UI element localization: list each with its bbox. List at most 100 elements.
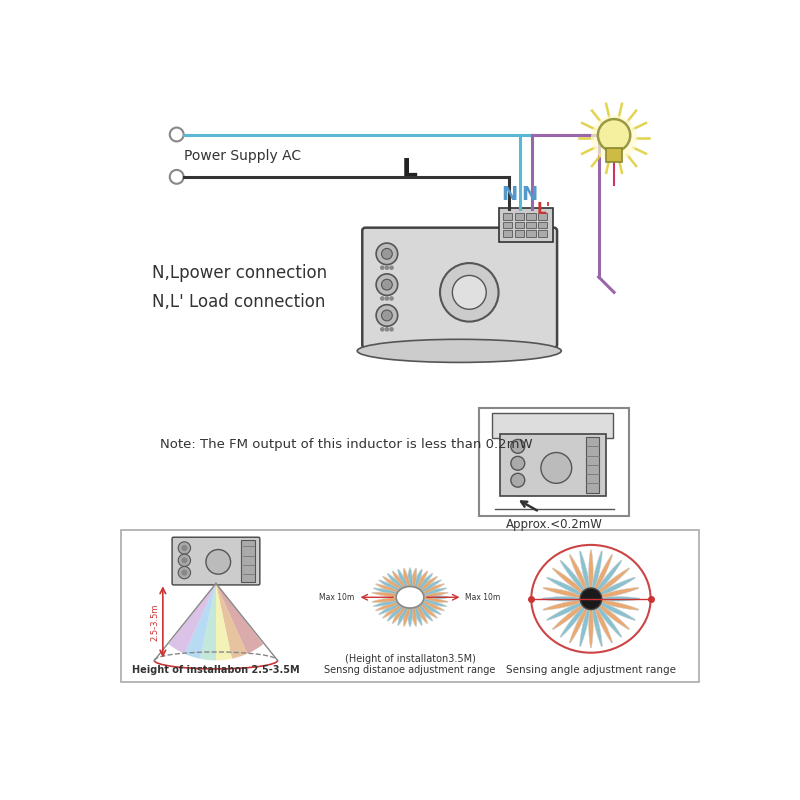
Polygon shape [591, 551, 602, 599]
Polygon shape [375, 598, 410, 611]
Bar [503, 230, 513, 237]
Circle shape [376, 243, 398, 265]
Polygon shape [579, 599, 591, 646]
Polygon shape [410, 568, 417, 598]
Polygon shape [591, 599, 613, 643]
Polygon shape [591, 577, 635, 599]
Circle shape [170, 127, 184, 142]
Polygon shape [589, 599, 594, 648]
Polygon shape [410, 588, 446, 598]
Polygon shape [374, 598, 410, 606]
Bar [514, 222, 524, 229]
Polygon shape [591, 554, 613, 599]
Circle shape [541, 453, 572, 483]
Circle shape [591, 115, 637, 162]
Polygon shape [378, 580, 410, 598]
Circle shape [382, 279, 392, 290]
Circle shape [580, 588, 602, 610]
Circle shape [452, 275, 486, 310]
FancyBboxPatch shape [500, 434, 606, 496]
Text: L: L [402, 157, 418, 181]
Polygon shape [591, 560, 622, 599]
Bar [514, 213, 524, 220]
Polygon shape [200, 583, 216, 661]
Bar [479, 408, 630, 516]
Polygon shape [552, 599, 591, 630]
Polygon shape [410, 592, 448, 598]
Polygon shape [387, 598, 410, 622]
Circle shape [511, 456, 525, 470]
Circle shape [380, 327, 385, 332]
Text: Sensng distanoe adjustment range: Sensng distanoe adjustment range [324, 665, 496, 674]
Polygon shape [542, 597, 591, 601]
Polygon shape [372, 597, 410, 602]
Polygon shape [591, 599, 639, 610]
Circle shape [170, 170, 184, 184]
Polygon shape [570, 599, 591, 643]
Circle shape [178, 554, 190, 566]
Text: N,L' Load connection: N,L' Load connection [152, 294, 326, 311]
Text: L': L' [537, 202, 551, 218]
Circle shape [182, 570, 187, 576]
Polygon shape [410, 574, 433, 598]
FancyBboxPatch shape [492, 414, 614, 438]
Circle shape [511, 439, 525, 454]
Polygon shape [410, 571, 428, 598]
Polygon shape [372, 592, 410, 598]
Text: N: N [502, 185, 518, 204]
Polygon shape [589, 550, 594, 599]
Polygon shape [169, 583, 216, 654]
Circle shape [511, 474, 525, 487]
Text: Note: The FM output of this inductor is less than 0.2mW: Note: The FM output of this inductor is … [160, 438, 532, 450]
Text: Max 10m: Max 10m [319, 593, 354, 602]
FancyBboxPatch shape [362, 228, 557, 348]
Circle shape [598, 119, 630, 151]
Bar [586, 437, 599, 493]
Polygon shape [410, 583, 445, 598]
Polygon shape [378, 598, 410, 615]
Polygon shape [375, 583, 410, 598]
Polygon shape [407, 598, 413, 626]
Circle shape [376, 274, 398, 295]
Polygon shape [579, 551, 591, 599]
Polygon shape [410, 598, 417, 626]
Circle shape [385, 296, 390, 301]
Circle shape [182, 558, 187, 563]
Polygon shape [398, 598, 410, 626]
Polygon shape [403, 568, 410, 598]
Bar [503, 222, 513, 229]
Polygon shape [387, 574, 410, 598]
Circle shape [385, 266, 390, 270]
Polygon shape [552, 568, 591, 599]
Polygon shape [374, 588, 410, 598]
Circle shape [206, 550, 230, 574]
Bar [242, 540, 255, 582]
Polygon shape [591, 599, 622, 638]
Polygon shape [591, 599, 635, 621]
Polygon shape [570, 554, 591, 599]
Polygon shape [392, 598, 410, 624]
Polygon shape [410, 597, 448, 602]
Polygon shape [591, 597, 640, 601]
Bar [538, 230, 547, 237]
Circle shape [380, 266, 385, 270]
Circle shape [390, 266, 394, 270]
Polygon shape [591, 587, 639, 599]
Polygon shape [560, 599, 591, 638]
FancyBboxPatch shape [606, 148, 622, 162]
Circle shape [178, 542, 190, 554]
Circle shape [440, 263, 498, 322]
Polygon shape [216, 583, 263, 654]
Polygon shape [403, 598, 410, 626]
Polygon shape [410, 598, 428, 624]
Polygon shape [216, 583, 247, 658]
Text: Max 10m: Max 10m [466, 593, 501, 602]
Circle shape [382, 310, 392, 321]
Polygon shape [382, 598, 410, 618]
Bar [503, 213, 513, 220]
Polygon shape [546, 599, 591, 621]
Bar [526, 230, 535, 237]
Circle shape [385, 327, 390, 332]
Polygon shape [407, 568, 413, 598]
Circle shape [376, 305, 398, 326]
